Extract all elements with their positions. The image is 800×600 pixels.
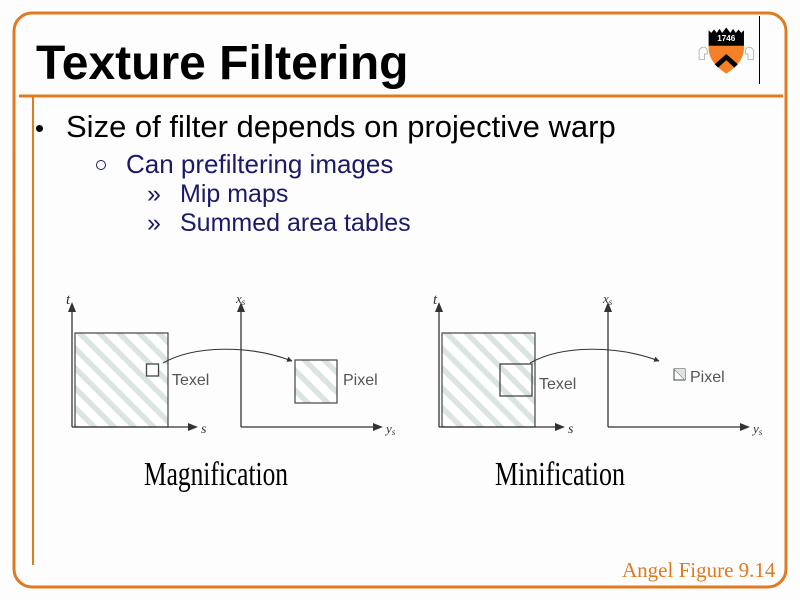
svg-text:Pixel: Pixel <box>690 369 725 386</box>
svg-text:s: s <box>568 422 574 437</box>
svg-text:Texel: Texel <box>539 376 576 393</box>
svg-text:xs: xs <box>235 291 246 307</box>
svg-text:Pixel: Pixel <box>343 372 378 389</box>
svg-text:t: t <box>66 292 71 308</box>
svg-text:t: t <box>433 292 438 308</box>
svg-text:ys: ys <box>751 421 763 437</box>
svg-text:ys: ys <box>384 421 396 437</box>
svg-text:s: s <box>201 422 207 437</box>
svg-text:Magnification: Magnification <box>144 456 288 493</box>
svg-text:xs: xs <box>602 291 613 307</box>
svg-text:Minification: Minification <box>495 456 625 493</box>
svg-text:Texel: Texel <box>172 372 209 389</box>
